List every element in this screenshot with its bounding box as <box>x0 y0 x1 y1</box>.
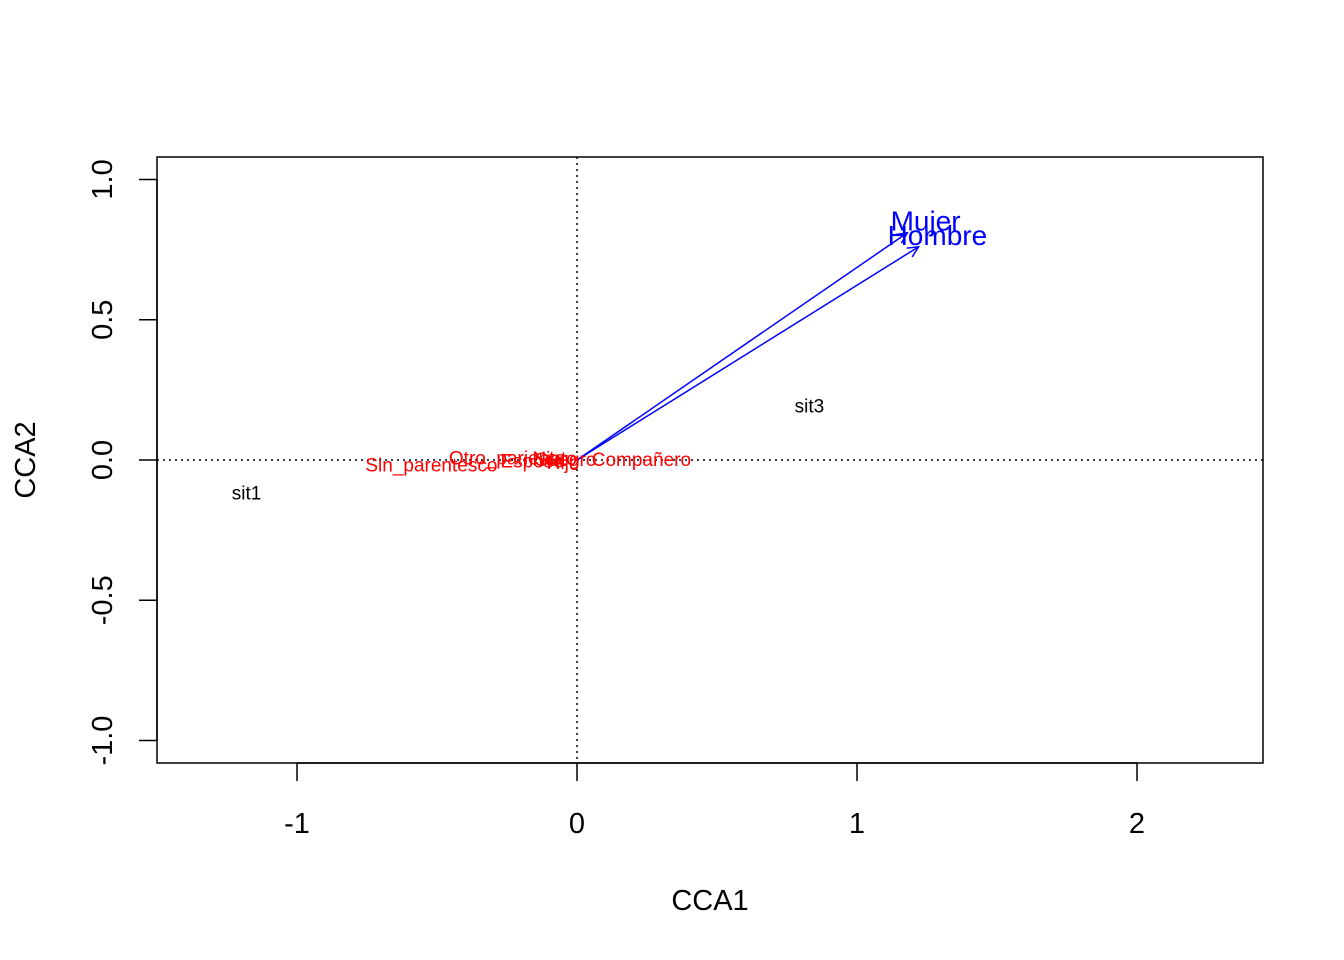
x-tick-label: 2 <box>1129 808 1145 840</box>
species-label: Esposo <box>501 451 564 472</box>
biplot-arrow <box>576 246 919 461</box>
biplot-arrow <box>576 232 908 461</box>
y-tick-label: -0.5 <box>87 575 119 625</box>
y-tick-label: 0.5 <box>87 300 119 340</box>
species-label: Nieto <box>532 449 576 470</box>
y-axis: -1.0 -0.5 0.0 0.5 1.0 <box>87 159 158 766</box>
biplot-arrows <box>576 231 921 461</box>
biplot-arrow-label: Hombre <box>888 220 988 251</box>
species-label: Compañero <box>592 450 691 471</box>
x-axis: -1 0 1 2 <box>284 762 1145 840</box>
y-axis-title: CCA2 <box>10 421 42 498</box>
y-tick-label: -1.0 <box>87 716 119 766</box>
species-label: Suegro <box>535 450 596 471</box>
x-tick-label: 1 <box>849 808 865 840</box>
species-label: Hijo <box>547 453 580 474</box>
species-label: Sin_parentesco <box>365 456 497 477</box>
x-tick-label: -1 <box>284 808 310 840</box>
biplot-arrow-label: Mujer <box>891 205 961 236</box>
site-label: sit3 <box>795 397 825 418</box>
y-tick-label: 0.0 <box>87 440 119 480</box>
biplot-arrowhead <box>906 245 921 258</box>
site-labels: sit1 sit3 <box>232 397 824 505</box>
reference-lines <box>157 157 1263 763</box>
x-tick-label: 0 <box>569 808 585 840</box>
species-label: Otro_pariente <box>449 449 565 470</box>
biplot-arrowhead <box>895 231 909 244</box>
site-label: sit1 <box>232 484 262 505</box>
species-labels: Sin_parentescoOtro_parienteEsposoHijoNie… <box>365 449 691 477</box>
x-axis-title: CCA1 <box>671 885 748 917</box>
y-tick-label: 1.0 <box>87 159 119 199</box>
